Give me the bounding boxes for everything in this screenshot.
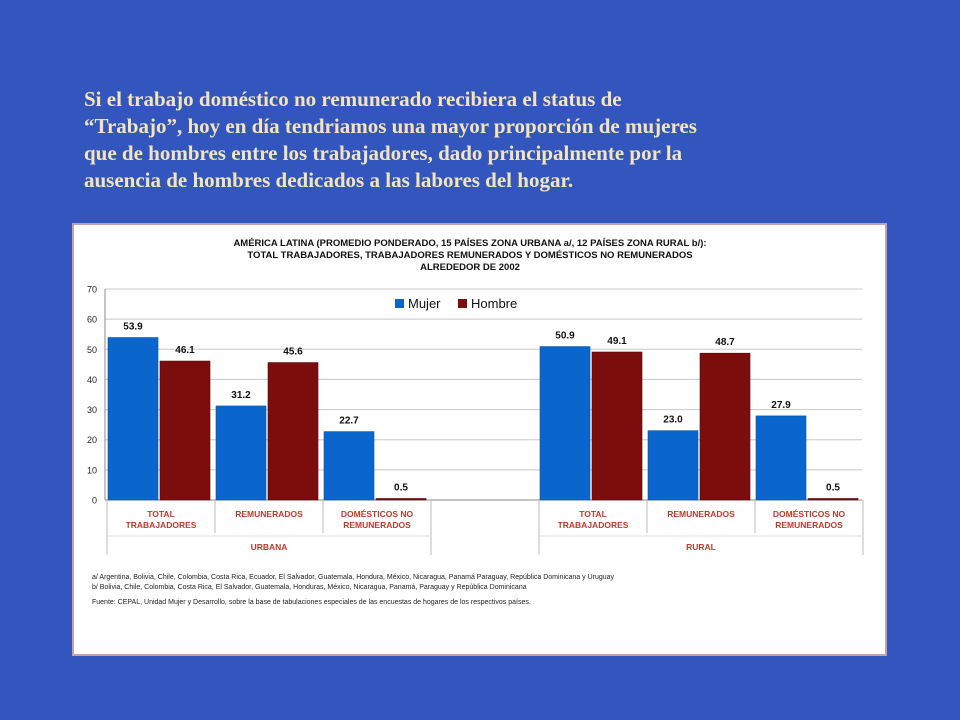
- data-label: 0.5: [826, 482, 840, 493]
- bar-hombre: [699, 352, 751, 501]
- data-label: 46.1: [175, 345, 195, 356]
- bar-hombre: [591, 351, 643, 501]
- data-label: 53.9: [123, 322, 143, 333]
- legend-swatch-mujer: [395, 299, 404, 308]
- note-b: b/ Bolivia, Chile, Colombia, Costa Rica,…: [92, 584, 527, 591]
- data-label: 0.5: [394, 482, 408, 493]
- y-tick-label: 30: [87, 405, 97, 415]
- note-a: a/ Argentina, Bolivia, Chile, Colombia, …: [92, 574, 615, 581]
- bar-mujer: [107, 337, 159, 501]
- category-label: REMUNERADOS: [235, 509, 303, 519]
- slide-text-line: Si el trabajo doméstico no remunerado re…: [84, 87, 622, 111]
- slide-text-line: “Trabajo”, hoy en día tendriamos una may…: [84, 114, 697, 138]
- legend-label-mujer: Mujer: [408, 296, 441, 311]
- y-tick-label: 10: [87, 465, 97, 475]
- y-tick-label: 60: [87, 315, 97, 325]
- category-label: TRABAJADORES: [558, 520, 629, 530]
- bar-chart: AMÉRICA LATINA (PROMEDIO PONDERADO, 15 P…: [72, 223, 887, 656]
- bar-mujer: [647, 430, 699, 501]
- slide-text-line: ausencia de hombres dedicados a las labo…: [84, 168, 574, 192]
- y-tick-label: 40: [87, 375, 97, 385]
- data-label: 49.1: [607, 336, 627, 347]
- bar-hombre: [807, 498, 859, 501]
- category-label: REMUNERADOS: [775, 520, 843, 530]
- slide-text-line: que de hombres entre los trabajadores, d…: [84, 141, 683, 165]
- chart-title-line: TOTAL TRABAJADORES, TRABAJADORES REMUNER…: [247, 250, 692, 261]
- data-label: 27.9: [771, 400, 791, 411]
- y-tick-label: 20: [87, 435, 97, 445]
- data-label: 23.0: [663, 415, 683, 426]
- bar-mujer: [755, 415, 807, 501]
- category-label: REMUNERADOS: [667, 509, 735, 519]
- chart-title-line: ALREDEDOR DE 2002: [420, 262, 520, 273]
- legend-swatch-hombre: [458, 299, 467, 308]
- bar-hombre: [375, 498, 427, 501]
- y-tick-label: 70: [87, 285, 97, 295]
- data-label: 31.2: [231, 390, 251, 401]
- bar-mujer: [215, 405, 267, 501]
- category-label: DOMÉSTICOS NO: [341, 509, 414, 519]
- legend-label-hombre: Hombre: [471, 296, 517, 311]
- y-tick-label: 50: [87, 345, 97, 355]
- chart-frame: AMÉRICA LATINA (PROMEDIO PONDERADO, 15 P…: [72, 223, 887, 656]
- category-label: TOTAL: [579, 509, 607, 519]
- data-label: 45.6: [283, 347, 303, 358]
- category-label: DOMÉSTICOS NO: [773, 509, 846, 519]
- slide-heading-text: Si el trabajo doméstico no remunerado re…: [84, 86, 904, 194]
- category-label: TRABAJADORES: [126, 520, 197, 530]
- bar-mujer: [323, 431, 375, 501]
- category-label: TOTAL: [147, 509, 175, 519]
- frame-border: [72, 223, 887, 656]
- y-tick-label: 0: [92, 496, 97, 506]
- data-label: 48.7: [715, 337, 735, 348]
- bar-hombre: [267, 362, 319, 501]
- data-label: 22.7: [339, 416, 359, 427]
- chart-notes: a/ Argentina, Bolivia, Chile, Colombia, …: [92, 573, 872, 608]
- group-label-urbana: URBANA: [251, 542, 288, 552]
- category-label: REMUNERADOS: [343, 520, 411, 530]
- bar-hombre: [159, 360, 211, 501]
- group-label-rural: RURAL: [686, 542, 716, 552]
- data-label: 50.9: [555, 331, 575, 342]
- chart-title-line: AMÉRICA LATINA (PROMEDIO PONDERADO, 15 P…: [233, 238, 706, 249]
- chart-source: Fuente: CEPAL, Unidad Mujer y Desarrollo…: [92, 599, 531, 606]
- bar-mujer: [539, 346, 591, 501]
